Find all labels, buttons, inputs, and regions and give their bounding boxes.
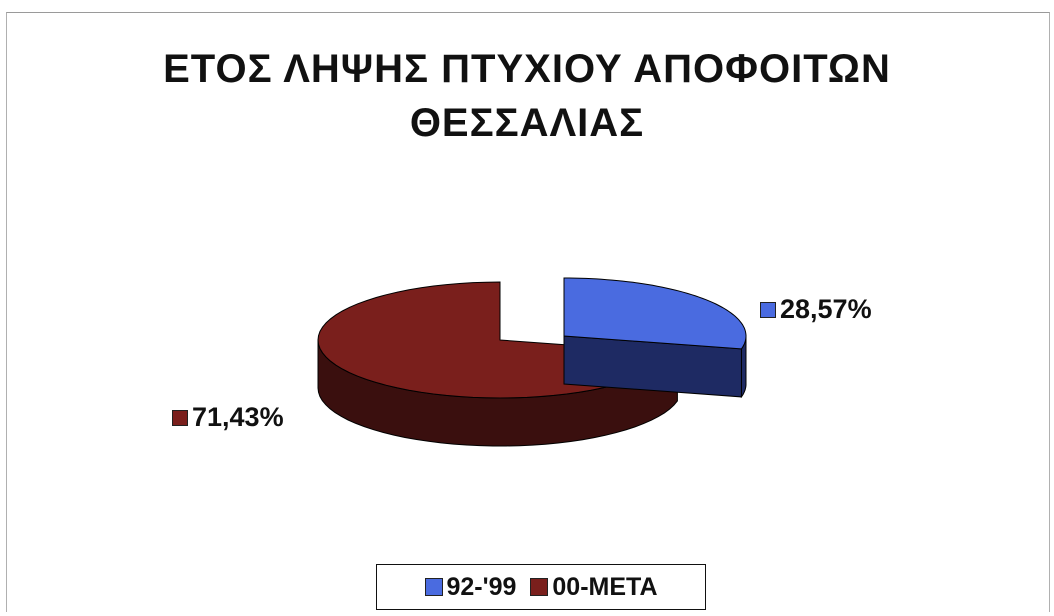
legend-label-92-99: 92-'99	[446, 572, 517, 601]
data-label-text-92-99: 28,57%	[780, 294, 872, 324]
data-label-swatch-00-meta	[172, 409, 188, 426]
chart-frame	[6, 12, 1050, 612]
legend-label-00-meta: 00-ΜΕΤΑ	[552, 572, 658, 601]
legend-item-92-99: 92-'99	[424, 572, 517, 602]
data-label-text-00-meta: 71,43%	[192, 402, 284, 432]
data-label-swatch-92-99	[760, 301, 776, 318]
pie-top-92-99	[563, 277, 747, 350]
data-label-92-99: 28,57%	[760, 294, 872, 325]
legend-swatch-00-meta	[530, 578, 549, 596]
data-label-00-meta: 71,43%	[172, 402, 284, 433]
chart-legend: 92-'99 00-ΜΕΤΑ	[376, 564, 706, 610]
legend-swatch-92-99	[424, 578, 443, 596]
chart-title-line-2: ΘΕΣΣΑΛΙΑΣ	[409, 101, 645, 145]
legend-item-00-meta: 00-ΜΕΤΑ	[530, 572, 658, 602]
chart-title: ΕΤΟΣ ΛΗΨΗΣ ΠΤΥΧΙΟΥ ΑΠΟΦΟΙΤΩΝ ΘΕΣΣΑΛΙΑΣ	[0, 42, 1054, 150]
chart-title-line-1: ΕΤΟΣ ΛΗΨΗΣ ΠΤΥΧΙΟΥ ΑΠΟΦΟΙΤΩΝ	[163, 47, 891, 91]
pie-slice-92-99	[563, 277, 747, 399]
